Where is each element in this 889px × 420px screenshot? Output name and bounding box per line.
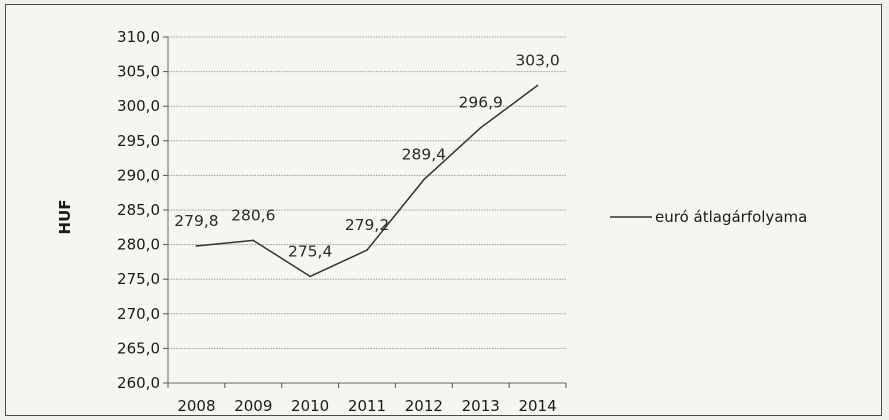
data-point xyxy=(423,178,425,181)
data-point xyxy=(309,275,311,278)
data-point xyxy=(536,84,539,87)
data-label: 275,4 xyxy=(288,242,332,260)
y-tick-label: 300,0 xyxy=(117,97,160,115)
y-tick-label: 285,0 xyxy=(117,201,160,219)
x-tick-label: 2012 xyxy=(405,397,443,415)
grid-lines xyxy=(168,36,566,349)
x-tick-labels: 2008 2009 2010 2011 2012 2013 2014 xyxy=(177,397,556,415)
axes xyxy=(163,36,567,388)
data-point xyxy=(366,249,368,251)
x-tick-label: 2011 xyxy=(348,397,386,415)
data-labels: 279,8 280,6 275,4 279,2 289,4 296,9 303,0 xyxy=(174,51,560,260)
y-tick-label: 290,0 xyxy=(117,166,160,184)
line-chart: 310,0 305,0 300,0 295,0 290,0 285,0 280,0 275,0… xyxy=(56,28,807,415)
x-tick-label: 2014 xyxy=(518,397,556,415)
data-label: 296,9 xyxy=(459,94,503,112)
y-tick-label: 305,0 xyxy=(117,63,160,81)
x-tick-label: 2009 xyxy=(234,397,272,415)
legend: euró átlagárfolyama xyxy=(610,208,807,226)
chart-frame: 310,0 305,0 300,0 295,0 290,0 285,0 280,0 275,0… xyxy=(5,4,882,416)
y-tick-label: 280,0 xyxy=(117,236,160,254)
data-label: 289,4 xyxy=(402,146,446,164)
data-label: 280,6 xyxy=(231,206,275,224)
x-tick-label: 2010 xyxy=(291,397,329,415)
data-label: 303,0 xyxy=(515,51,559,69)
y-tick-label: 310,0 xyxy=(117,28,160,46)
x-tick-label: 2008 xyxy=(177,397,215,415)
y-axis-title: HUF xyxy=(56,200,74,235)
y-tick-label: 265,0 xyxy=(117,339,160,357)
data-point xyxy=(195,245,198,247)
data-label: 279,8 xyxy=(174,212,218,230)
data-point xyxy=(252,239,255,242)
y-tick-label: 295,0 xyxy=(117,132,160,150)
y-tick-label: 260,0 xyxy=(117,374,160,392)
data-label: 279,2 xyxy=(345,216,389,234)
x-tick-label: 2013 xyxy=(462,397,500,415)
legend-label: euró átlagárfolyama xyxy=(655,208,807,226)
y-tick-labels: 310,0 305,0 300,0 295,0 290,0 285,0 280,0 275,0… xyxy=(117,28,160,392)
y-tick-label: 270,0 xyxy=(117,305,160,323)
series-line xyxy=(196,84,539,278)
series-lines xyxy=(195,84,539,278)
y-tick-label: 275,0 xyxy=(117,270,160,288)
data-point xyxy=(479,126,482,129)
